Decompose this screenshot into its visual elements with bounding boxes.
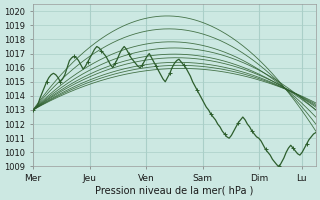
X-axis label: Pression niveau de la mer( hPa ): Pression niveau de la mer( hPa ) — [95, 186, 253, 196]
